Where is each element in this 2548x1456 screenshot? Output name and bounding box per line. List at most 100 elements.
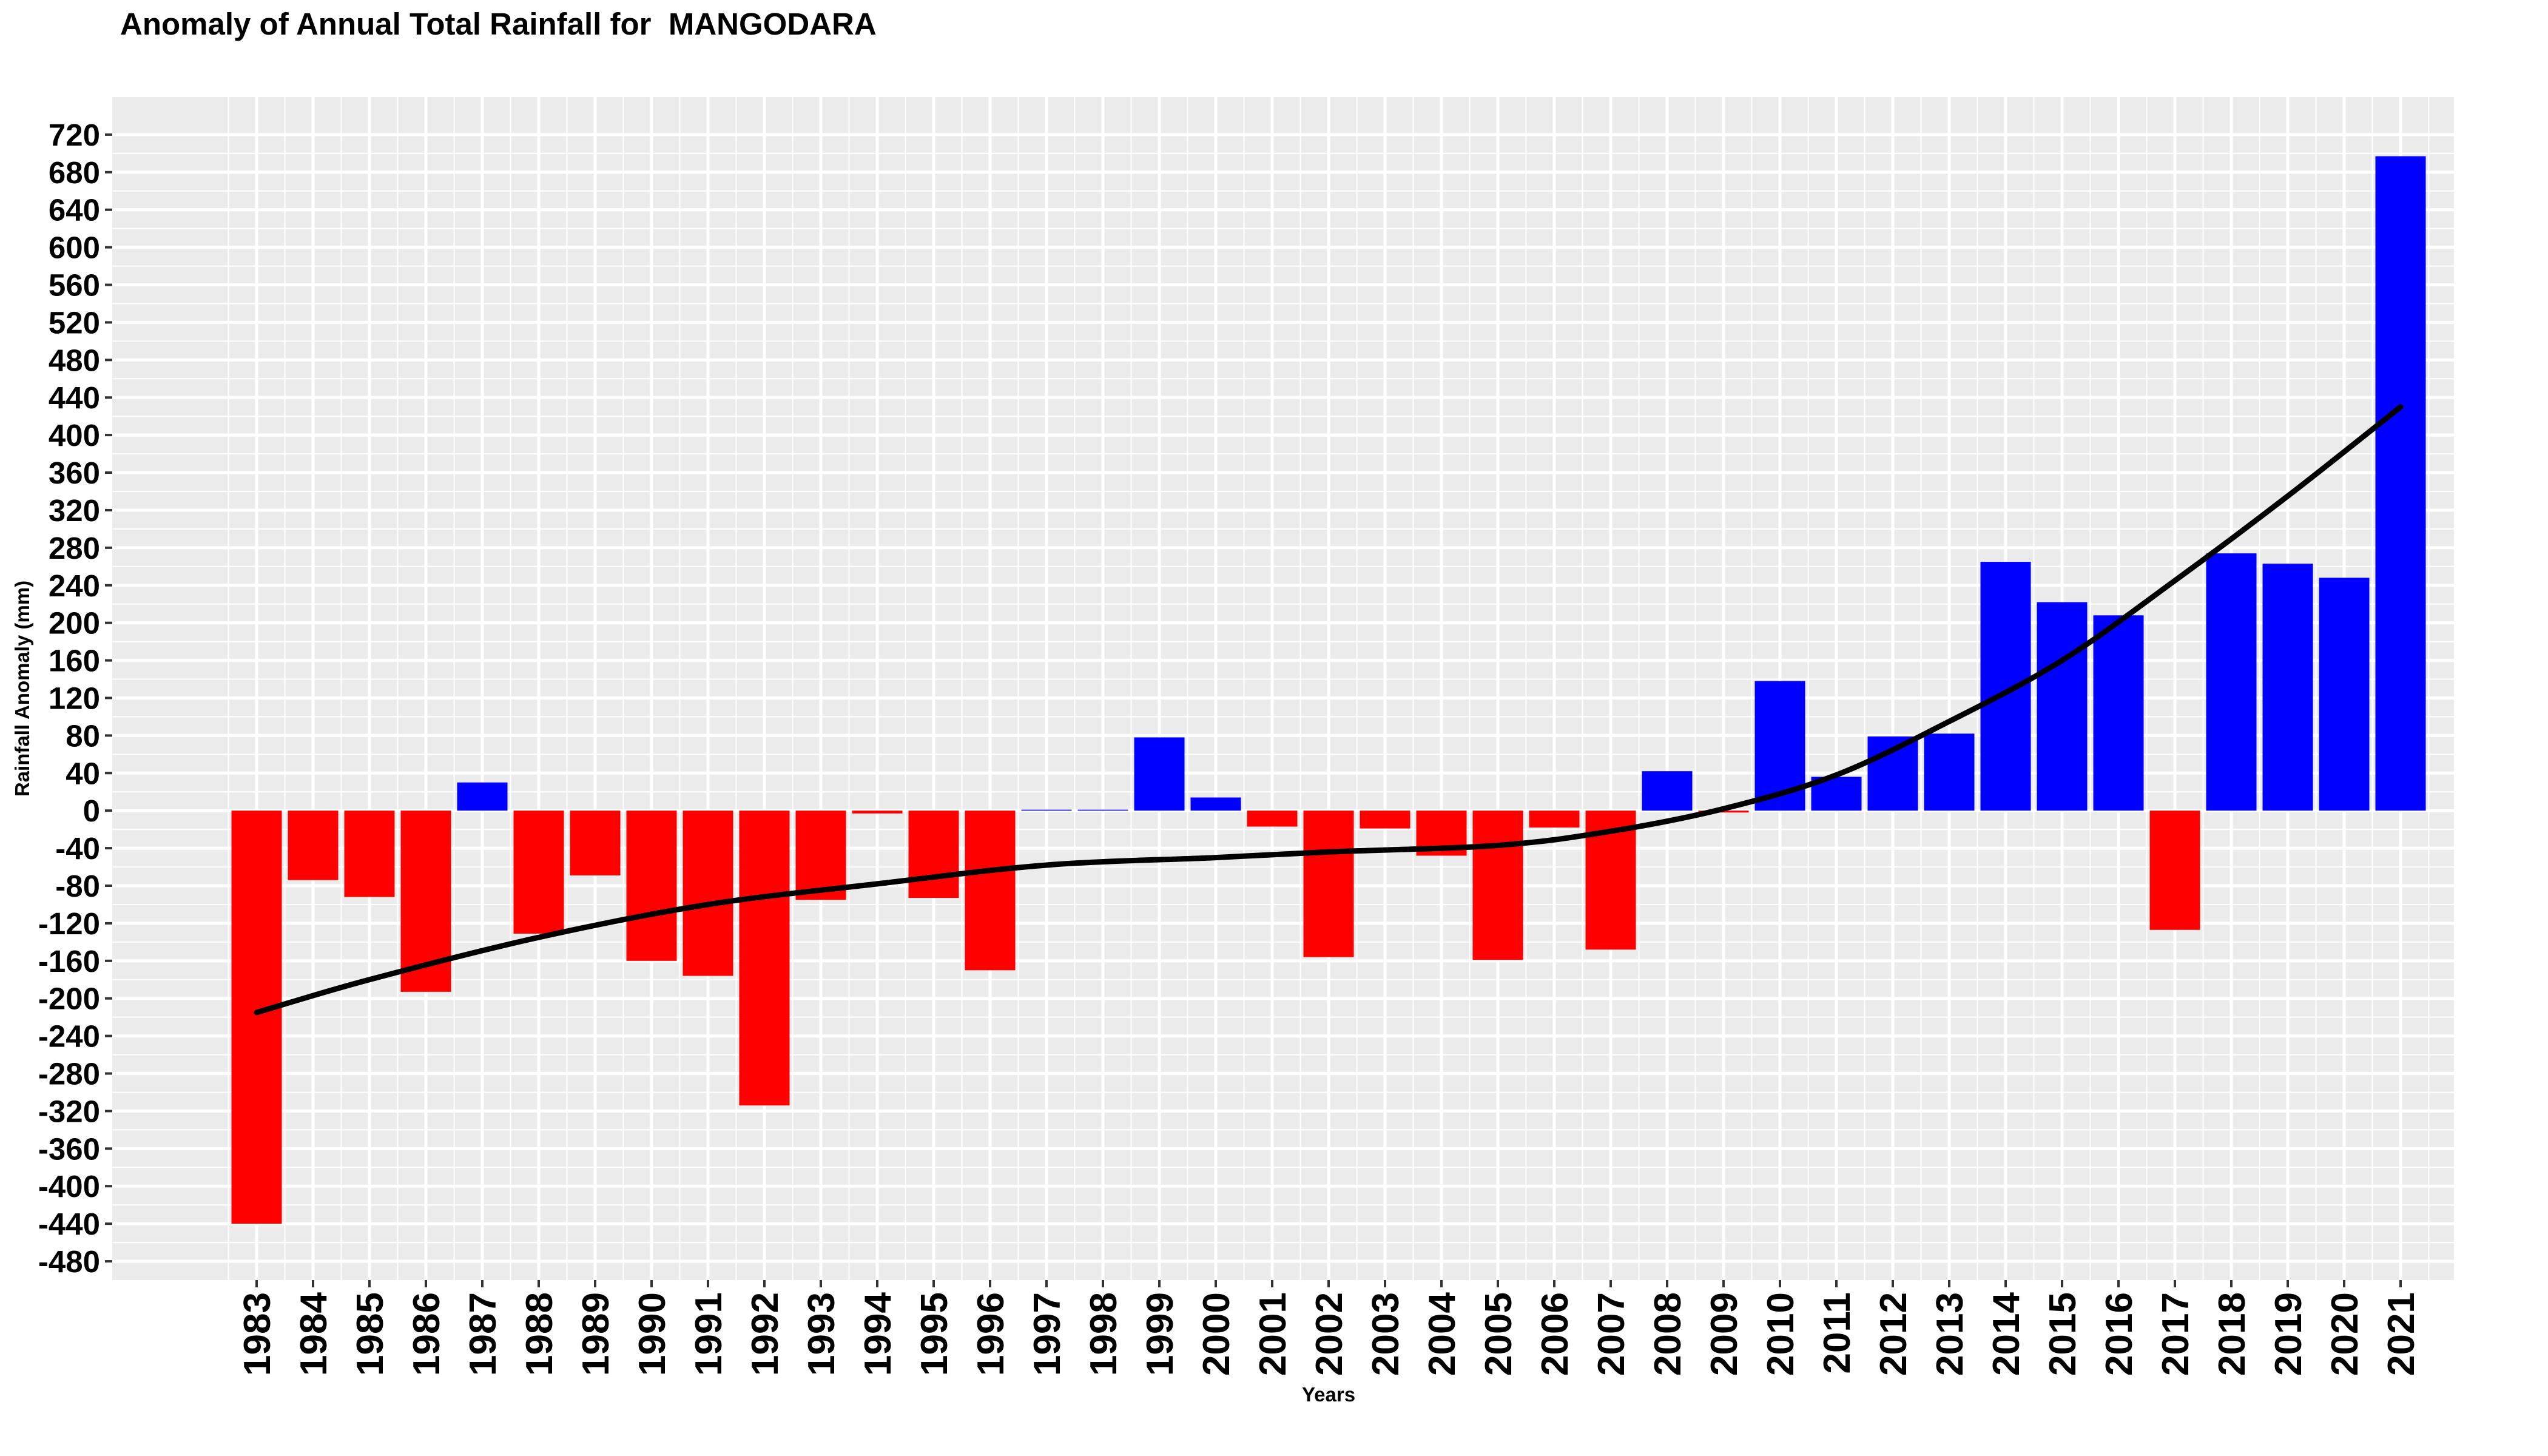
bar-2017 xyxy=(2149,811,2200,930)
y-tick-label: -40 xyxy=(55,831,100,866)
bar-1985 xyxy=(344,811,395,897)
x-tick-label-1993: 1993 xyxy=(801,1292,843,1376)
y-axis: 7206806406005605204804404003603202802402… xyxy=(38,118,112,1279)
x-tick-label-2012: 2012 xyxy=(1873,1292,1915,1376)
y-tick-label: -320 xyxy=(38,1094,100,1128)
y-tick-label: -240 xyxy=(38,1019,100,1054)
bar-1999 xyxy=(1134,737,1185,811)
x-tick-label-1998: 1998 xyxy=(1083,1292,1125,1376)
bar-2008 xyxy=(1642,771,1693,811)
bar-2001 xyxy=(1247,811,1298,827)
bar-2006 xyxy=(1529,811,1580,828)
bar-2014 xyxy=(1980,562,2031,811)
x-axis: 1983 1984 1985 1986 1987 1988 1989 1990 1991 1992… xyxy=(237,1280,2422,1376)
x-tick-label-2008: 2008 xyxy=(1647,1292,1689,1376)
bar-2013 xyxy=(1924,733,1975,811)
x-tick-label-1997: 1997 xyxy=(1026,1292,1068,1376)
x-tick-label-1987: 1987 xyxy=(462,1292,504,1376)
bar-2015 xyxy=(2037,602,2088,811)
y-tick-label: -400 xyxy=(38,1169,100,1204)
x-tick-label-2005: 2005 xyxy=(1478,1292,1520,1376)
y-tick-label: 120 xyxy=(49,681,100,715)
bar-2019 xyxy=(2262,564,2313,811)
x-tick-label-2001: 2001 xyxy=(1252,1292,1294,1376)
x-tick-label-2003: 2003 xyxy=(1365,1292,1407,1376)
y-tick-label: 320 xyxy=(49,493,100,528)
bar-2000 xyxy=(1190,797,1241,811)
x-tick-label-1986: 1986 xyxy=(406,1292,448,1376)
bar-1997 xyxy=(1021,809,1072,811)
chart-title: Anomaly of Annual Total Rainfall for MAN… xyxy=(120,7,877,41)
y-tick-label: 240 xyxy=(49,568,100,603)
bar-1991 xyxy=(682,811,733,976)
bar-1998 xyxy=(1077,809,1128,811)
bar-1988 xyxy=(513,811,564,934)
bar-2003 xyxy=(1360,811,1410,829)
y-tick-label: 200 xyxy=(49,606,100,641)
bar-2021 xyxy=(2375,156,2426,811)
x-tick-label-1989: 1989 xyxy=(575,1292,617,1376)
x-tick-label-1996: 1996 xyxy=(970,1292,1012,1376)
x-tick-label-2011: 2011 xyxy=(1816,1292,1858,1374)
y-tick-label: 480 xyxy=(49,343,100,377)
x-tick-label-2015: 2015 xyxy=(2042,1292,2084,1376)
bar-1987 xyxy=(457,782,508,811)
x-tick-label-1988: 1988 xyxy=(519,1292,561,1376)
y-tick-label: 560 xyxy=(49,268,100,303)
y-tick-label: 640 xyxy=(49,193,100,228)
y-tick-label: 600 xyxy=(49,231,100,265)
x-tick-label-1999: 1999 xyxy=(1139,1292,1181,1376)
x-tick-label-2000: 2000 xyxy=(1196,1292,1238,1376)
x-tick-label-1985: 1985 xyxy=(349,1292,391,1376)
bar-1995 xyxy=(908,811,959,898)
x-tick-label-2019: 2019 xyxy=(2268,1292,2310,1376)
bar-1984 xyxy=(288,811,339,880)
x-tick-label-2002: 2002 xyxy=(1309,1292,1350,1376)
bar-2016 xyxy=(2093,615,2144,811)
x-tick-label-1983: 1983 xyxy=(237,1292,278,1376)
y-tick-label: -360 xyxy=(38,1131,100,1166)
y-tick-label: -120 xyxy=(38,906,100,941)
bar-2002 xyxy=(1303,811,1354,957)
x-tick-label-1994: 1994 xyxy=(857,1292,899,1375)
x-tick-label-1990: 1990 xyxy=(632,1292,673,1376)
bar-1996 xyxy=(965,811,1016,971)
y-tick-label: 720 xyxy=(49,118,100,152)
x-tick-label-2020: 2020 xyxy=(2324,1292,2366,1376)
x-tick-label-2016: 2016 xyxy=(2098,1292,2140,1376)
y-tick-label: -80 xyxy=(55,869,100,903)
bar-1983 xyxy=(231,811,282,1224)
bar-2009 xyxy=(1698,811,1749,813)
y-tick-label: 0 xyxy=(83,794,100,828)
y-tick-label: -160 xyxy=(38,944,100,979)
y-tick-label: 440 xyxy=(49,380,100,415)
bar-1990 xyxy=(626,811,677,961)
x-tick-label-2009: 2009 xyxy=(1704,1292,1745,1376)
x-tick-label-2006: 2006 xyxy=(1534,1292,1576,1376)
x-tick-label-2017: 2017 xyxy=(2155,1292,2197,1376)
x-tick-label-2004: 2004 xyxy=(1421,1292,1463,1375)
x-tick-label-2007: 2007 xyxy=(1591,1292,1633,1376)
bar-1994 xyxy=(852,811,903,814)
y-tick-label: -200 xyxy=(38,982,100,1016)
trend-line xyxy=(254,404,2404,1016)
y-tick-label: 280 xyxy=(49,531,100,565)
y-tick-label: -480 xyxy=(38,1244,100,1279)
bar-2018 xyxy=(2206,553,2257,811)
x-tick-label-2018: 2018 xyxy=(2211,1292,2253,1376)
x-tick-label-1992: 1992 xyxy=(744,1292,786,1376)
y-tick-label: 80 xyxy=(66,718,100,753)
y-tick-label: 520 xyxy=(49,305,100,340)
bar-2005 xyxy=(1472,811,1523,960)
bar-1989 xyxy=(570,811,621,875)
x-tick-label-1991: 1991 xyxy=(688,1292,730,1376)
x-tick-label-2010: 2010 xyxy=(1760,1292,1802,1376)
y-tick-label: -280 xyxy=(38,1057,100,1091)
y-tick-label: 360 xyxy=(49,456,100,490)
bar-1993 xyxy=(795,811,846,900)
x-tick-label-1995: 1995 xyxy=(914,1292,956,1376)
y-tick-label: 160 xyxy=(49,644,100,678)
x-axis-title: Years xyxy=(1302,1383,1355,1406)
y-tick-label: 680 xyxy=(49,155,100,190)
